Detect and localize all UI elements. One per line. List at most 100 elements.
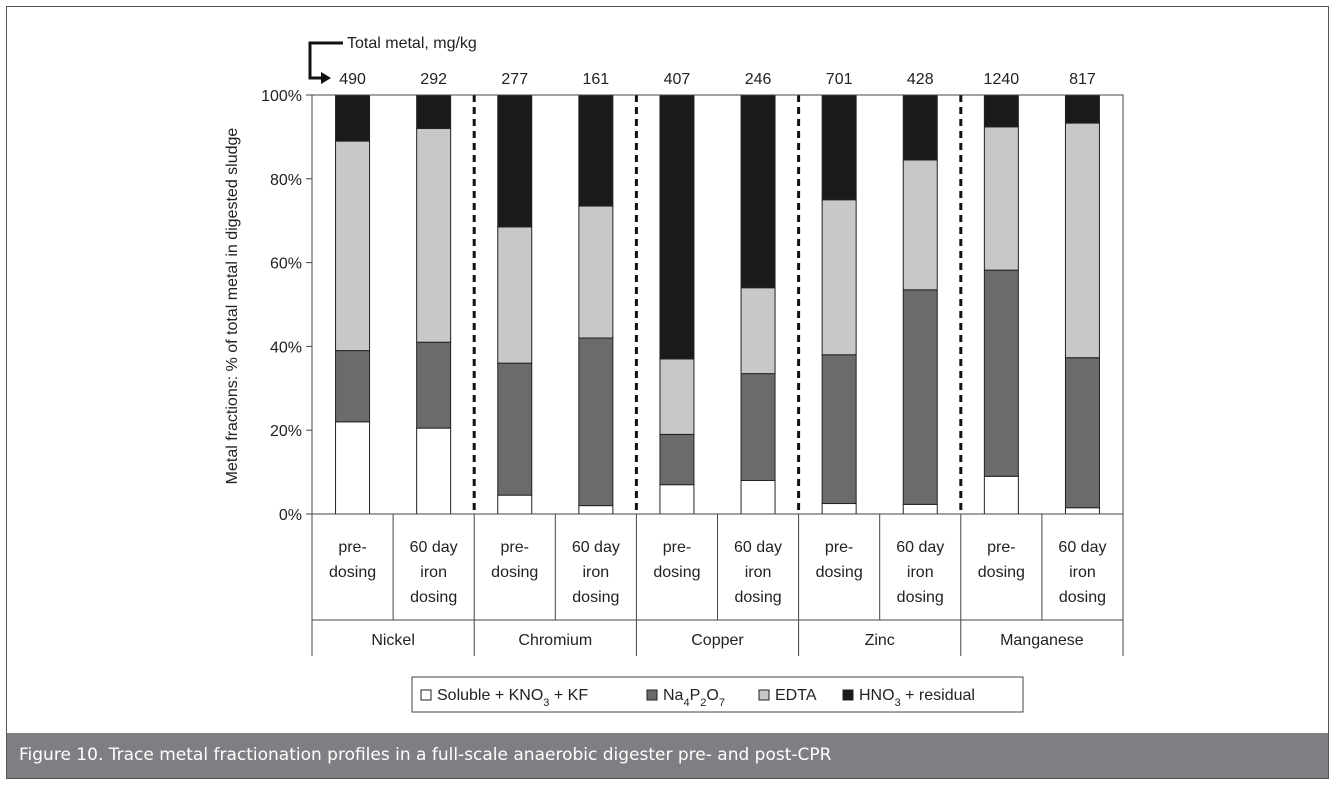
- category-label: dosing: [734, 589, 781, 606]
- bar-segment: [416, 341, 452, 429]
- total-metal-label: 701: [826, 71, 853, 88]
- group-label: Copper: [691, 632, 744, 649]
- bar-segment: [821, 503, 857, 515]
- bar-segment: [578, 205, 614, 339]
- bar-segment: [416, 128, 452, 343]
- category-label: iron: [1069, 564, 1096, 581]
- bar-segment: [659, 433, 695, 486]
- category-label: dosing: [491, 564, 538, 581]
- total-metal-label: 490: [339, 71, 366, 88]
- bar-segment: [497, 94, 533, 228]
- total-metal-label: 161: [582, 71, 609, 88]
- bar-segment: [983, 126, 1019, 271]
- category-label: pre-: [825, 539, 853, 556]
- category-label: dosing: [653, 564, 700, 581]
- bar-segment: [902, 503, 938, 515]
- category-label: 60 day: [572, 539, 620, 556]
- category-label: dosing: [897, 589, 944, 606]
- stacked-bar-chart: 0% 20% 40% 60% 80% 100% 490 pre-dosing 292 60 day…: [224, 35, 1124, 713]
- y-tick-label: 100%: [261, 88, 302, 105]
- bar-segment: [902, 289, 938, 505]
- bar-segment: [1064, 507, 1100, 515]
- category-label: 60 day: [1058, 539, 1106, 556]
- bar-segment: [497, 226, 533, 364]
- y-tick-label: 40%: [270, 339, 302, 356]
- total-metal-label: 246: [745, 71, 772, 88]
- group-label: Manganese: [1000, 632, 1084, 649]
- group-label: Chromium: [518, 632, 592, 649]
- legend-label: Na4P2O7: [663, 687, 725, 709]
- category-label: iron: [583, 564, 610, 581]
- bar-segment: [659, 94, 695, 360]
- bar-segment: [335, 94, 371, 142]
- bar-segment: [983, 94, 1019, 128]
- total-arrow-icon: [308, 41, 343, 80]
- category-label: pre-: [663, 539, 691, 556]
- total-metal-label: 817: [1069, 71, 1096, 88]
- category-label: 60 day: [734, 539, 782, 556]
- axis-layer: 0% 20% 40% 60% 80% 100% 490 pre-dosing 292 60 day…: [261, 35, 1124, 656]
- bar-segment: [578, 505, 614, 515]
- total-metal-label: 277: [501, 71, 528, 88]
- bar-segment: [740, 373, 776, 481]
- total-metal-label: 428: [907, 71, 934, 88]
- bar-segment: [416, 94, 452, 130]
- y-tick-label: 60%: [270, 256, 302, 273]
- bar-segment: [902, 94, 938, 161]
- category-label: 60 day: [410, 539, 458, 556]
- legend-swatch: [646, 689, 658, 701]
- bar-segment: [659, 358, 695, 435]
- bar-segment: [416, 427, 452, 515]
- category-label: pre-: [338, 539, 366, 556]
- category-label: iron: [420, 564, 447, 581]
- group-label: Nickel: [371, 632, 415, 649]
- category-label: iron: [907, 564, 934, 581]
- bar-segment: [497, 362, 533, 496]
- bar-segment: [578, 94, 614, 207]
- category-label: dosing: [978, 564, 1025, 581]
- bar-segment: [659, 484, 695, 515]
- category-label: pre-: [501, 539, 529, 556]
- legend-swatch: [420, 689, 432, 701]
- category-label: dosing: [1059, 589, 1106, 606]
- group-label: Zinc: [865, 632, 895, 649]
- bar-segment: [740, 479, 776, 515]
- bar-segment: [983, 269, 1019, 477]
- category-label: dosing: [816, 564, 863, 581]
- category-label: dosing: [410, 589, 457, 606]
- legend-label: Soluble + KNO3 + KF: [437, 687, 588, 709]
- figure-caption: Figure 10. Trace metal fractionation pro…: [7, 733, 1328, 778]
- category-label: dosing: [572, 589, 619, 606]
- y-tick-label: 80%: [270, 172, 302, 189]
- total-metal-title: Total metal, mg/kg: [347, 35, 477, 52]
- bar-segment: [740, 94, 776, 289]
- bar-segment: [983, 475, 1019, 515]
- bar-segment: [335, 421, 371, 515]
- bar-segment: [335, 350, 371, 423]
- category-label: 60 day: [896, 539, 944, 556]
- bar-segment: [578, 337, 614, 507]
- category-label: pre-: [987, 539, 1015, 556]
- bar-segment: [1064, 122, 1100, 359]
- legend-box: [411, 676, 1024, 713]
- legend-swatch: [842, 689, 854, 701]
- total-metal-label: 1240: [984, 71, 1020, 88]
- legend-label: HNO3 + residual: [859, 687, 975, 709]
- category-label: iron: [745, 564, 772, 581]
- bar-segment: [335, 140, 371, 352]
- bar-segment: [1064, 357, 1100, 509]
- total-arrowhead-icon: [321, 72, 331, 84]
- bar-segment: [740, 287, 776, 375]
- bar-segment: [1064, 94, 1100, 124]
- category-label: dosing: [329, 564, 376, 581]
- bar-segment: [902, 159, 938, 291]
- y-axis-title: Metal fractions: % of total metal in dig…: [224, 128, 241, 485]
- legend-label: EDTA: [775, 687, 817, 704]
- bars-layer: [335, 94, 1100, 515]
- bar-segment: [821, 354, 857, 505]
- total-metal-label: 292: [420, 71, 447, 88]
- total-metal-label: 407: [664, 71, 691, 88]
- y-tick-label: 0%: [279, 507, 302, 524]
- y-tick-label: 20%: [270, 423, 302, 440]
- bar-segment: [821, 199, 857, 356]
